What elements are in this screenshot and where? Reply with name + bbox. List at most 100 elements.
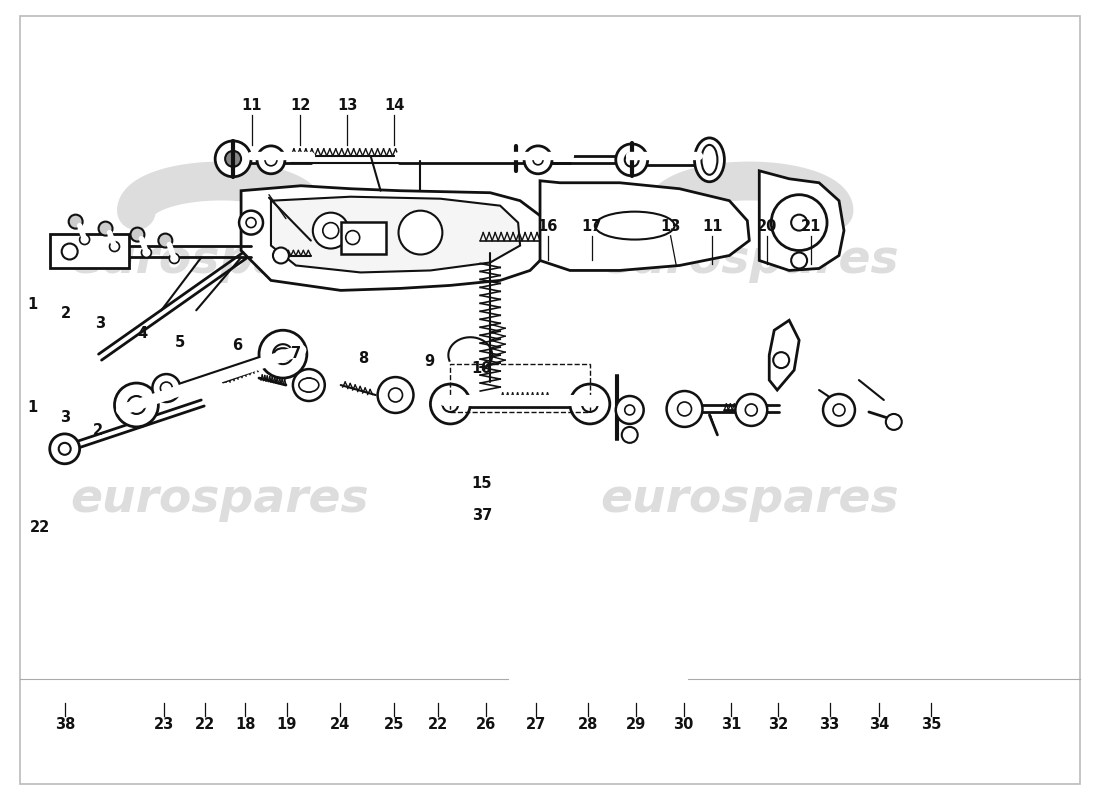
Circle shape: [886, 414, 902, 430]
Text: 11: 11: [702, 218, 723, 234]
Text: 21: 21: [801, 218, 821, 234]
Circle shape: [58, 443, 70, 455]
Circle shape: [142, 247, 152, 258]
Text: 20: 20: [757, 218, 778, 234]
Text: 10: 10: [472, 361, 493, 376]
Circle shape: [746, 404, 757, 416]
Text: 14: 14: [384, 98, 405, 113]
Text: 2: 2: [94, 422, 103, 438]
Circle shape: [388, 388, 403, 402]
Text: 19: 19: [277, 717, 297, 732]
Text: 1: 1: [28, 401, 37, 415]
Polygon shape: [769, 320, 799, 390]
Circle shape: [293, 369, 324, 401]
Text: 25: 25: [384, 717, 405, 732]
Text: eurospares: eurospares: [69, 477, 369, 522]
Circle shape: [246, 218, 256, 228]
Circle shape: [301, 378, 316, 392]
Text: 5: 5: [175, 335, 185, 350]
Text: 8: 8: [359, 351, 369, 366]
Ellipse shape: [595, 212, 674, 239]
Circle shape: [153, 374, 180, 402]
Circle shape: [128, 396, 145, 414]
Circle shape: [625, 153, 639, 167]
Circle shape: [616, 144, 648, 176]
Circle shape: [258, 330, 307, 378]
Text: 22: 22: [195, 717, 214, 732]
Circle shape: [50, 434, 79, 464]
Circle shape: [524, 146, 552, 174]
Ellipse shape: [694, 138, 725, 182]
Text: 9: 9: [425, 354, 435, 370]
Polygon shape: [759, 170, 844, 270]
Circle shape: [833, 404, 845, 416]
Circle shape: [398, 210, 442, 254]
Circle shape: [99, 222, 112, 235]
Circle shape: [621, 427, 638, 443]
Circle shape: [736, 394, 767, 426]
Text: 30: 30: [673, 717, 694, 732]
Polygon shape: [540, 181, 749, 270]
Text: eurospares: eurospares: [600, 477, 899, 522]
Text: 11: 11: [242, 98, 262, 113]
Text: 18: 18: [235, 717, 255, 732]
Text: 28: 28: [579, 717, 598, 732]
Text: 17: 17: [582, 218, 602, 234]
Circle shape: [158, 234, 173, 247]
Text: 37: 37: [472, 508, 492, 523]
Text: 33: 33: [820, 717, 839, 732]
Text: 23: 23: [154, 717, 174, 732]
Circle shape: [771, 194, 827, 250]
Text: 4: 4: [138, 326, 147, 341]
Text: 2: 2: [60, 306, 70, 322]
Circle shape: [570, 384, 609, 424]
Text: 3: 3: [60, 410, 70, 425]
Circle shape: [667, 391, 703, 427]
Circle shape: [131, 228, 144, 242]
Text: 24: 24: [329, 717, 350, 732]
Circle shape: [265, 154, 277, 166]
Circle shape: [377, 377, 414, 413]
Text: 3: 3: [96, 316, 106, 331]
Circle shape: [625, 405, 635, 415]
Circle shape: [169, 254, 179, 263]
Text: 7: 7: [290, 346, 300, 362]
Circle shape: [216, 141, 251, 177]
Text: 27: 27: [526, 717, 546, 732]
Circle shape: [114, 383, 158, 427]
Text: 12: 12: [290, 98, 310, 113]
Text: 6: 6: [232, 338, 243, 354]
Text: eurospares: eurospares: [69, 238, 369, 283]
Text: 26: 26: [476, 717, 496, 732]
Circle shape: [110, 242, 120, 251]
Text: 16: 16: [538, 218, 558, 234]
Circle shape: [322, 222, 339, 238]
Text: 31: 31: [720, 717, 741, 732]
Circle shape: [312, 213, 349, 249]
Circle shape: [534, 155, 543, 165]
Circle shape: [442, 396, 459, 412]
Circle shape: [345, 230, 360, 245]
Polygon shape: [271, 197, 520, 273]
Bar: [341, 222, 386, 254]
Circle shape: [62, 243, 78, 259]
Circle shape: [791, 253, 807, 269]
Text: 35: 35: [922, 717, 942, 732]
Ellipse shape: [274, 348, 292, 360]
Text: 22: 22: [428, 717, 449, 732]
Text: eurospares: eurospares: [600, 238, 899, 283]
Bar: [450, 364, 590, 412]
Circle shape: [68, 214, 82, 229]
Circle shape: [273, 247, 289, 263]
Circle shape: [257, 146, 285, 174]
Text: 32: 32: [768, 717, 788, 732]
Circle shape: [773, 352, 789, 368]
Bar: [50, 234, 130, 269]
Circle shape: [226, 151, 241, 167]
Circle shape: [79, 234, 89, 245]
Text: 29: 29: [626, 717, 646, 732]
Ellipse shape: [702, 145, 717, 174]
Text: 34: 34: [869, 717, 889, 732]
Text: 13: 13: [660, 218, 681, 234]
Text: 15: 15: [472, 476, 493, 491]
